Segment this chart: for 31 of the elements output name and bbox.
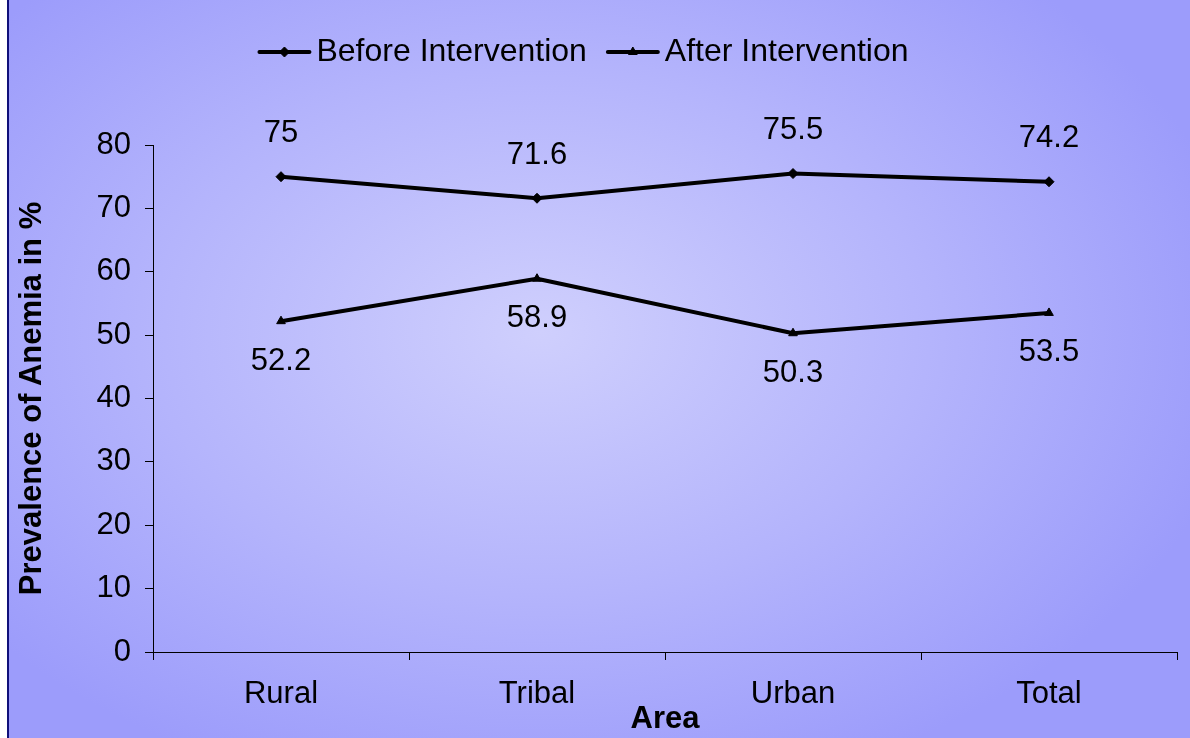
y-tick-label: 0 (113, 632, 131, 668)
y-tick-label: 50 (96, 315, 131, 351)
y-tick-label: 70 (96, 188, 131, 224)
point (788, 327, 798, 337)
data-label: 53.5 (1018, 333, 1080, 369)
y-tick-label: 20 (96, 505, 131, 541)
legend-label: Before Intervention (316, 31, 587, 68)
point (276, 315, 286, 325)
data-label: 71.6 (506, 135, 568, 171)
x-tick-label: Total (1016, 675, 1082, 711)
y-tick-label: 80 (96, 125, 131, 161)
data-label: 58.9 (506, 299, 568, 335)
point (275, 171, 287, 183)
point (531, 192, 543, 204)
x-tick-label: Rural (243, 675, 319, 711)
y-tick-label: 40 (96, 379, 131, 415)
data-label: 50.3 (762, 353, 824, 389)
data-label: 52.2 (250, 341, 312, 377)
data-label: 75 (263, 114, 299, 150)
y-tick-label: 30 (96, 442, 131, 478)
y-tick-label: 60 (96, 252, 131, 288)
y-axis-title: Prevalence of Anemia in % (13, 201, 49, 596)
x-tick-label: Urban (750, 675, 836, 711)
x-tick-label: Tribal (498, 675, 576, 711)
legend-label: After Intervention (664, 31, 909, 68)
y-tick-label: 10 (96, 569, 131, 605)
data-label: 74.2 (1018, 119, 1080, 155)
point (532, 273, 542, 282)
point (1044, 307, 1054, 316)
x-axis-title: Area (630, 699, 701, 735)
data-label: 75.5 (762, 111, 824, 147)
